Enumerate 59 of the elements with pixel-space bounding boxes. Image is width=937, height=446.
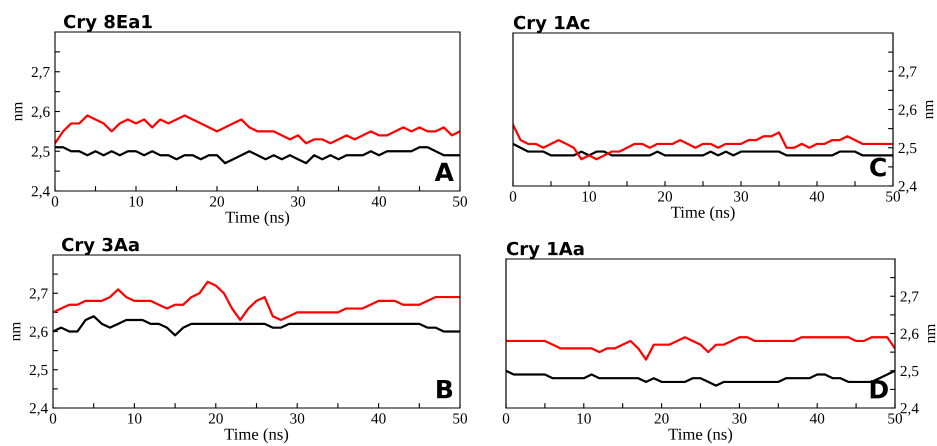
chart-title: Cry 1Aa bbox=[506, 242, 584, 259]
chart-title: Cry 1Ac bbox=[514, 16, 590, 33]
line-series bbox=[506, 336, 895, 361]
y-tick-label: 2,7 bbox=[32, 66, 50, 80]
y2-axis-title: nm bbox=[928, 324, 936, 343]
x-tick-label: 40 bbox=[810, 191, 824, 202]
y2-tick-label: 2,4 bbox=[898, 181, 917, 194]
x-tick-label: 0 bbox=[52, 196, 58, 207]
x-tick-label: 10 bbox=[578, 413, 591, 424]
x-tick-label: 20 bbox=[208, 413, 223, 424]
y-tick-label: 2,7 bbox=[30, 288, 48, 301]
x-axis-title: Time (ns) bbox=[224, 428, 288, 444]
x-tick-label: 50 bbox=[453, 196, 468, 207]
annotation: A bbox=[434, 162, 454, 182]
x-tick-label: 40 bbox=[371, 413, 386, 424]
y2-tick-label: 2,6 bbox=[900, 328, 918, 342]
annotation: D bbox=[870, 380, 888, 398]
y-axis-title: nm bbox=[13, 322, 20, 341]
x-tick-label: 20 bbox=[654, 413, 669, 424]
x-tick-label: 0 bbox=[502, 413, 510, 424]
y2-tick-label: 2,5 bbox=[898, 142, 916, 156]
chart-title: Cry 8Ea1 bbox=[64, 14, 152, 32]
y2-tick-label: 2,7 bbox=[900, 291, 919, 304]
x-tick-label: 20 bbox=[658, 191, 672, 202]
line-series bbox=[55, 114, 460, 144]
x-tick-label: 30 bbox=[732, 413, 746, 424]
x-tick-label: 0 bbox=[510, 191, 516, 202]
y2-tick-label: 2,6 bbox=[898, 104, 916, 118]
x-tick-label: 10 bbox=[128, 413, 142, 424]
x-tick-label: 30 bbox=[734, 191, 748, 202]
y2-tick-label: 2,5 bbox=[900, 366, 918, 378]
x-tick-label: 10 bbox=[582, 191, 596, 202]
x-tick-label: 30 bbox=[290, 413, 304, 424]
y-tick-label: 2,5 bbox=[32, 146, 50, 159]
annotation: C bbox=[870, 158, 886, 177]
y-tick-label: 2,5 bbox=[30, 364, 48, 378]
y-tick-label: 2,6 bbox=[32, 106, 50, 120]
y-tick-label: 2,6 bbox=[30, 326, 48, 340]
y-tick-label: 2,4 bbox=[32, 186, 50, 199]
x-tick-label: 40 bbox=[372, 196, 386, 207]
annotation: B bbox=[437, 380, 452, 398]
x-axis-title: Time (ns) bbox=[668, 428, 732, 444]
x-tick-label: 50 bbox=[888, 413, 902, 424]
y-axis-title: nm bbox=[15, 102, 22, 121]
x-tick-label: 50 bbox=[886, 191, 900, 202]
y2-axis-title: nm bbox=[926, 100, 934, 119]
x-tick-label: 50 bbox=[453, 413, 468, 424]
x-tick-label: 40 bbox=[810, 413, 824, 424]
line-series bbox=[53, 280, 460, 322]
x-tick-label: 10 bbox=[130, 196, 144, 207]
x-axis-title: Time (ns) bbox=[670, 206, 735, 222]
y2-tick-label: 2,4 bbox=[900, 403, 919, 416]
y2-tick-label: 2,7 bbox=[898, 66, 917, 79]
x-tick-label: 30 bbox=[291, 196, 306, 207]
chart-title: Cry 3Aa bbox=[62, 238, 139, 255]
x-tick-label: 20 bbox=[210, 196, 224, 207]
x-tick-label: 0 bbox=[50, 413, 56, 424]
y-tick-label: 2,4 bbox=[30, 403, 48, 416]
x-axis-title: Time (ns) bbox=[225, 211, 290, 226]
